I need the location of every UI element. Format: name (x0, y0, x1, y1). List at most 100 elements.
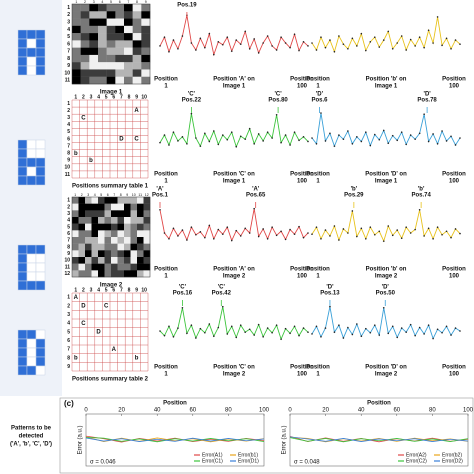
table-col-label: 3 (90, 287, 93, 293)
annotation: 'C' (218, 285, 226, 291)
image-pixel (117, 243, 125, 251)
series-point (262, 140, 264, 142)
image-pixel (132, 62, 142, 70)
pattern-pixel (17, 175, 28, 186)
series-point (333, 225, 336, 227)
series-point (284, 134, 287, 136)
series-point (199, 327, 202, 330)
image-pixel (137, 250, 144, 258)
image-pixel (85, 217, 92, 224)
image-pixel (115, 33, 125, 41)
image-pixel (143, 237, 151, 244)
pattern-pixel (35, 166, 46, 177)
image-pixel (98, 47, 107, 56)
series-point (418, 209, 421, 211)
series-point (454, 144, 457, 146)
image-pixel (143, 250, 151, 258)
series-point (338, 324, 340, 327)
image-pixel (111, 197, 118, 204)
x-tick-label: 80 (429, 408, 436, 414)
patterns-caption: detected (19, 434, 44, 440)
pattern-pixel (35, 338, 46, 349)
image-row-label: 8 (67, 56, 70, 62)
image-pixel (124, 270, 131, 278)
image-col-label: 5 (100, 193, 102, 197)
image-pixel (85, 230, 92, 238)
table-col-label: 6 (112, 94, 115, 100)
series-point (342, 43, 345, 45)
image-pixel (78, 223, 86, 231)
series-point (329, 235, 331, 237)
table-label: Positions summary table 2 (72, 377, 149, 383)
x-axis-label: Image 2 (375, 372, 398, 378)
x-axis-label: 100 (449, 274, 460, 280)
x-axis-label: Position (306, 365, 330, 371)
sigma-label: σ = 0.048 (294, 460, 320, 466)
series-point (159, 330, 161, 332)
series-point (391, 134, 394, 137)
series-line (311, 16, 461, 54)
image-pixel (124, 210, 131, 218)
x-axis-label: Position (306, 172, 330, 178)
pattern-pixel (26, 347, 37, 358)
series-point (418, 36, 421, 38)
x-tick-label: 60 (189, 408, 196, 414)
image-pixel (141, 4, 151, 12)
image-pixel (106, 40, 116, 48)
image-pixel (115, 18, 125, 27)
image-pixel (115, 62, 125, 70)
image-pixel (89, 25, 99, 34)
image-pixel (78, 243, 86, 251)
image-pixel (115, 11, 125, 19)
image-row-label: 12 (64, 271, 70, 277)
series-point (217, 143, 220, 146)
series-point (289, 228, 291, 231)
series-point (360, 227, 363, 230)
x-axis-label: 100 (449, 179, 460, 185)
series-line (85, 437, 265, 443)
series-point (387, 332, 390, 335)
x-axis-label: 100 (297, 84, 308, 90)
series-point (230, 325, 233, 328)
image-pixel (106, 54, 116, 63)
x-axis-label: Position (154, 172, 178, 178)
image-pixel (106, 69, 116, 77)
image-row-label: 11 (65, 78, 71, 84)
plot-frame (85, 413, 265, 467)
series-point (356, 235, 358, 238)
series-line (311, 209, 461, 243)
image-col-label: 7 (127, 0, 129, 4)
image-pixel (104, 197, 112, 204)
annotation: 'C' (179, 285, 187, 291)
pattern-pixel (35, 253, 46, 264)
image-row-label: 4 (67, 218, 70, 224)
legend-label: Error(b2) (442, 452, 462, 458)
pattern-pixel (17, 65, 28, 76)
series-point (391, 234, 394, 237)
series-point (414, 334, 416, 337)
series-point (213, 238, 215, 240)
image-pixel (85, 237, 92, 244)
series-point (342, 138, 345, 140)
series-point (347, 326, 349, 329)
image-pixel (80, 33, 90, 41)
image-pixel (78, 270, 86, 278)
series-point (163, 232, 166, 234)
series-point (333, 145, 336, 147)
image-pixel (89, 54, 99, 63)
table-letter: D (119, 137, 124, 143)
series-point (257, 133, 260, 135)
image-pixel (106, 62, 116, 70)
series-point (186, 239, 188, 241)
series-point (177, 327, 179, 329)
series-point (190, 42, 193, 44)
series-point (266, 327, 269, 329)
table-col-label: 10 (141, 94, 147, 100)
image-pixel (137, 257, 144, 264)
series-point (298, 49, 300, 52)
image-pixel (124, 217, 131, 224)
series-point (213, 335, 215, 338)
series-point (244, 30, 247, 33)
series-point (208, 323, 211, 325)
series-point (391, 325, 394, 328)
